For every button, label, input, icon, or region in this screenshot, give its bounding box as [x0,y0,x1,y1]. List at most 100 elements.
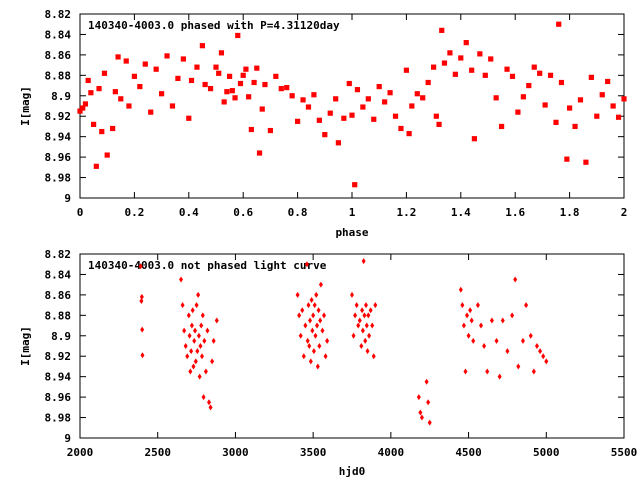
data-point [605,78,611,85]
data-point [353,312,358,319]
y-tick-label: 8.94 [45,371,72,384]
y-axis-label: I[mag] [19,326,32,366]
data-point [137,83,143,90]
data-point [196,291,201,298]
data-point [461,322,466,329]
data-point [465,312,470,319]
data-point [201,394,206,401]
data-point [371,116,377,122]
data-point [488,56,494,62]
data-point [469,67,475,73]
data-point [371,353,376,360]
data-point [436,121,442,127]
data-point [306,302,311,309]
data-point [350,291,354,298]
data-point [221,99,227,105]
x-tick-label: 0 [77,206,84,219]
data-point [182,327,187,334]
data-point [441,60,448,66]
data-point [289,93,295,99]
data-point [528,332,533,339]
data-point [577,97,584,103]
data-point [382,99,388,105]
data-point [351,332,356,339]
data-point [458,286,463,293]
data-point [520,94,526,100]
data-point [510,312,515,319]
y-tick-label: 8.86 [45,289,72,302]
data-point [500,317,505,324]
data-point [311,92,317,98]
data-point [267,127,273,134]
data-point [312,302,317,309]
data-point [513,276,518,283]
data-point [243,66,249,72]
data-point [142,61,148,67]
phased-light-curve-panel: 8.82 8.84 8.86 8.88 8.9 8.92 8.94 8.96 8.98 90 0.2… [19,8,627,239]
plot-title: 140340-4003.0 not phased light curve [88,259,327,272]
data-point [259,106,265,112]
data-point [370,322,375,329]
data-point [254,65,260,71]
data-point [547,72,554,78]
data-point [531,64,537,70]
data-point [505,348,510,355]
y-tick-label: 8.98 [45,172,72,185]
data-point [216,70,222,76]
data-point [248,126,254,133]
data-point [368,307,373,314]
data-point [140,326,145,333]
data-point [315,363,320,370]
data-point [327,110,333,116]
data-point [179,276,184,283]
x-axis-label: hjd0 [339,465,366,478]
data-point [207,86,214,92]
data-point [499,123,505,130]
data-point [409,103,415,109]
data-point [493,95,499,101]
x-tick-label: 2000 [67,446,94,459]
data-point [316,117,322,123]
data-point [297,312,302,319]
data-point [398,125,404,132]
data-point [159,91,165,97]
data-point [307,343,312,349]
data-point [118,96,124,102]
data-point [349,112,355,118]
data-point [189,348,194,355]
data-point [583,159,589,165]
data-point [373,302,378,309]
data-point [359,343,364,349]
data-point [311,312,316,319]
x-tick-label: 5500 [611,446,638,459]
plot-frame [79,253,625,439]
data-point [200,312,205,319]
data-point [588,74,594,80]
x-tick-label: 0.6 [233,206,253,219]
data-point [193,327,198,334]
data-point [112,89,118,95]
data-point [196,332,201,339]
data-point [188,77,195,84]
data-point [360,104,366,110]
data-point [427,419,432,426]
data-point [300,97,306,103]
data-point [360,327,365,334]
data-point [205,327,210,334]
data-point [189,322,194,329]
x-tick-label: 2500 [144,446,171,459]
data-point [463,368,468,375]
data-point [314,291,319,298]
data-point [419,414,424,421]
data-point [303,322,308,329]
data-point [139,298,144,305]
data-point [315,322,320,329]
y-tick-label: 8.84 [45,268,72,281]
data-point [509,73,516,79]
data-point [406,131,412,137]
data-point [479,322,484,329]
data-point [110,125,116,132]
y-tick-label: 8.96 [45,151,72,164]
data-point [85,77,91,84]
x-tick-label: 5000 [533,446,560,459]
